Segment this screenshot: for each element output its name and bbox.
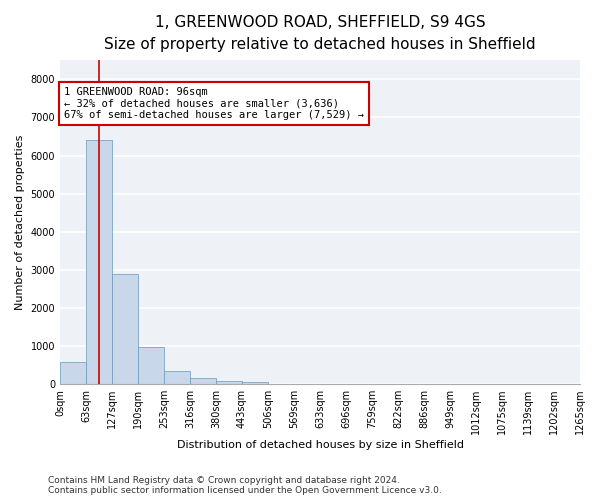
Bar (164, 371, 190, 384)
Title: 1, GREENWOOD ROAD, SHEFFIELD, S9 4GS
Size of property relative to detached house: 1, GREENWOOD ROAD, SHEFFIELD, S9 4GS Siz… (104, 15, 536, 52)
Bar (216, 381, 242, 384)
Bar (242, 382, 268, 384)
Y-axis label: Number of detached properties: Number of detached properties (15, 134, 25, 310)
X-axis label: Distribution of detached houses by size in Sheffield: Distribution of detached houses by size … (176, 440, 464, 450)
Bar (60, 362, 86, 384)
Bar (138, 347, 164, 384)
Text: Contains HM Land Registry data © Crown copyright and database right 2024.
Contai: Contains HM Land Registry data © Crown c… (48, 476, 442, 495)
Bar (112, 274, 138, 384)
Bar (86, 140, 112, 384)
Bar (190, 378, 216, 384)
Text: 1 GREENWOOD ROAD: 96sqm
← 32% of detached houses are smaller (3,636)
67% of semi: 1 GREENWOOD ROAD: 96sqm ← 32% of detache… (64, 87, 364, 120)
